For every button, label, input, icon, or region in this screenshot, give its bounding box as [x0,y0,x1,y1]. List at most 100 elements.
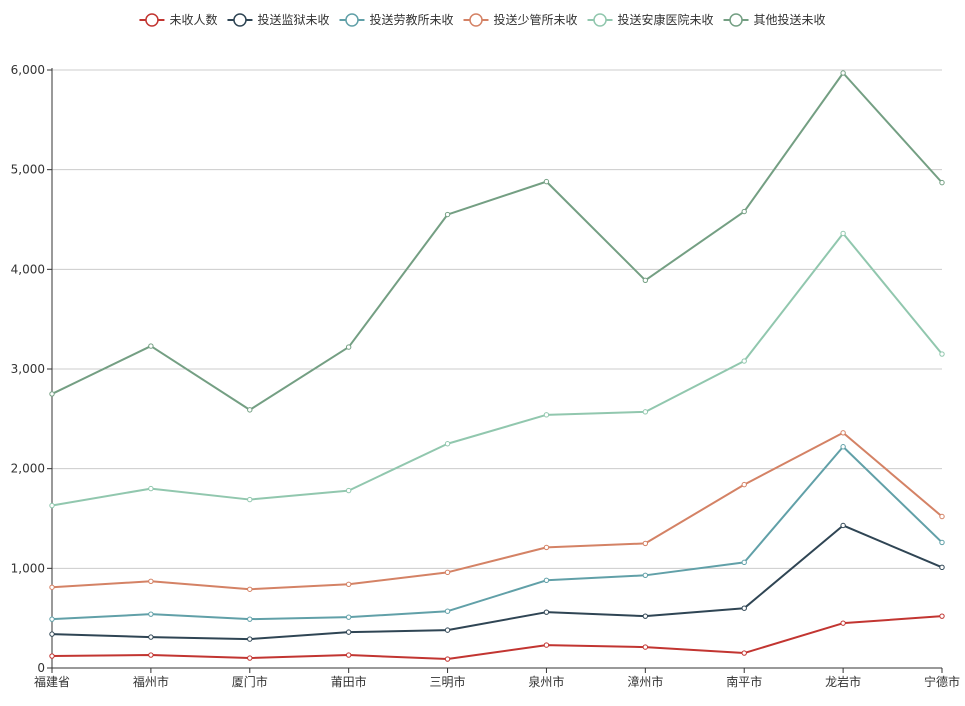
data-point [642,572,649,579]
data-point [939,613,945,619]
data-point [444,608,451,614]
x-tick-label: 莆田市 [331,674,367,689]
data-point [247,496,253,503]
data-point [741,358,747,364]
legend-circle-icon [345,13,359,27]
legend-item[interactable]: 投送劳教所未收 [339,12,454,27]
legend-item[interactable]: 投送安康医院未收 [587,12,714,27]
data-point [345,487,352,494]
x-tick-label: 宁德市 [924,674,960,689]
data-point [741,650,747,656]
data-point [543,577,550,583]
data-point [642,540,649,547]
data-point [345,614,352,620]
y-axis: 0 1,000 2,000 3,000 4,000 5,000 6,000 [11,63,53,675]
y-tick-label: 3,000 [11,362,45,376]
data-point [247,616,253,622]
x-tick-label: 泉州市 [528,674,564,689]
data-point [840,70,846,76]
series-lines [49,70,945,662]
data-point [741,559,747,566]
series-line [51,232,943,507]
x-axis: 福建省 福州市 厦门市 莆田市 三明市 泉州市 漳州市 南平市 龙岩市 宁德市 [34,667,960,689]
data-point [444,569,451,576]
legend-circle-icon [593,13,607,27]
data-point [840,620,846,626]
legend-item[interactable]: 投送监狱未收 [227,12,329,27]
data-point [49,616,55,622]
data-point [543,178,550,185]
data-point [939,539,945,546]
y-tick-label: 5,000 [11,163,45,177]
legend-label: 未收人数 [169,12,217,27]
legend-item[interactable]: 投送少管所未收 [463,12,578,27]
data-point [444,211,451,218]
legend-circle-icon [145,13,159,27]
data-point [444,627,451,633]
legend-label: 投送安康医院未收 [618,12,714,27]
data-point [148,634,154,640]
data-point [49,502,55,509]
data-point [840,430,846,436]
data-point [642,613,649,619]
data-point [49,631,55,637]
data-point [49,584,55,590]
y-tick-label: 2,000 [11,462,45,476]
legend-label: 投送劳教所未收 [369,12,453,27]
x-tick-label: 三明市 [430,674,466,689]
series-line [51,524,943,641]
data-point [345,581,352,587]
data-point [148,343,154,349]
legend-item[interactable]: 未收人数 [139,12,217,27]
x-tick-label: 福建省 [34,674,70,689]
data-point [741,605,747,611]
legend-circle-icon [233,13,247,27]
data-point [939,351,945,357]
data-point [543,412,550,418]
grid-lines [52,69,942,569]
data-point [148,652,154,658]
data-point [148,485,154,492]
data-point [444,656,451,662]
data-point [741,481,747,488]
data-point [247,636,253,642]
data-point [939,513,945,520]
legend-circle-icon [469,13,483,27]
x-tick-label: 厦门市 [232,674,268,689]
y-tick-label: 4,000 [11,262,45,276]
data-point [642,277,649,283]
data-point [543,609,550,615]
legend-circle-icon [729,13,743,27]
legend-label: 投送少管所未收 [494,12,578,27]
legend-item[interactable]: 其他投送未收 [723,12,826,27]
data-point [939,564,945,571]
data-point [49,391,55,397]
data-point [840,230,846,237]
data-point [49,653,55,659]
legend[interactable]: 未收人数 投送监狱未收 投送劳教所未收 投送少管所未收 投送安康医院未收 其他投送未收 [139,12,826,27]
data-point [642,409,649,415]
data-point [543,544,550,551]
data-point [840,522,846,529]
data-point [939,179,945,186]
legend-label: 投送监狱未收 [257,12,329,27]
x-tick-label: 福州市 [133,674,169,689]
y-tick-label: 0 [37,661,45,675]
data-point [148,611,154,617]
data-point [345,629,352,635]
y-tick-label: 6,000 [11,63,45,77]
data-point [345,344,352,350]
x-tick-label: 龙岩市 [825,674,861,689]
data-point [741,208,747,215]
data-point [247,655,253,661]
y-tick-label: 1,000 [11,561,45,575]
data-point [345,652,352,658]
data-point [642,644,649,650]
data-point [543,642,550,648]
series-line [51,445,943,621]
series-line [51,71,943,411]
data-point [148,578,154,584]
x-tick-label: 漳州市 [627,674,663,689]
data-point [444,441,451,447]
